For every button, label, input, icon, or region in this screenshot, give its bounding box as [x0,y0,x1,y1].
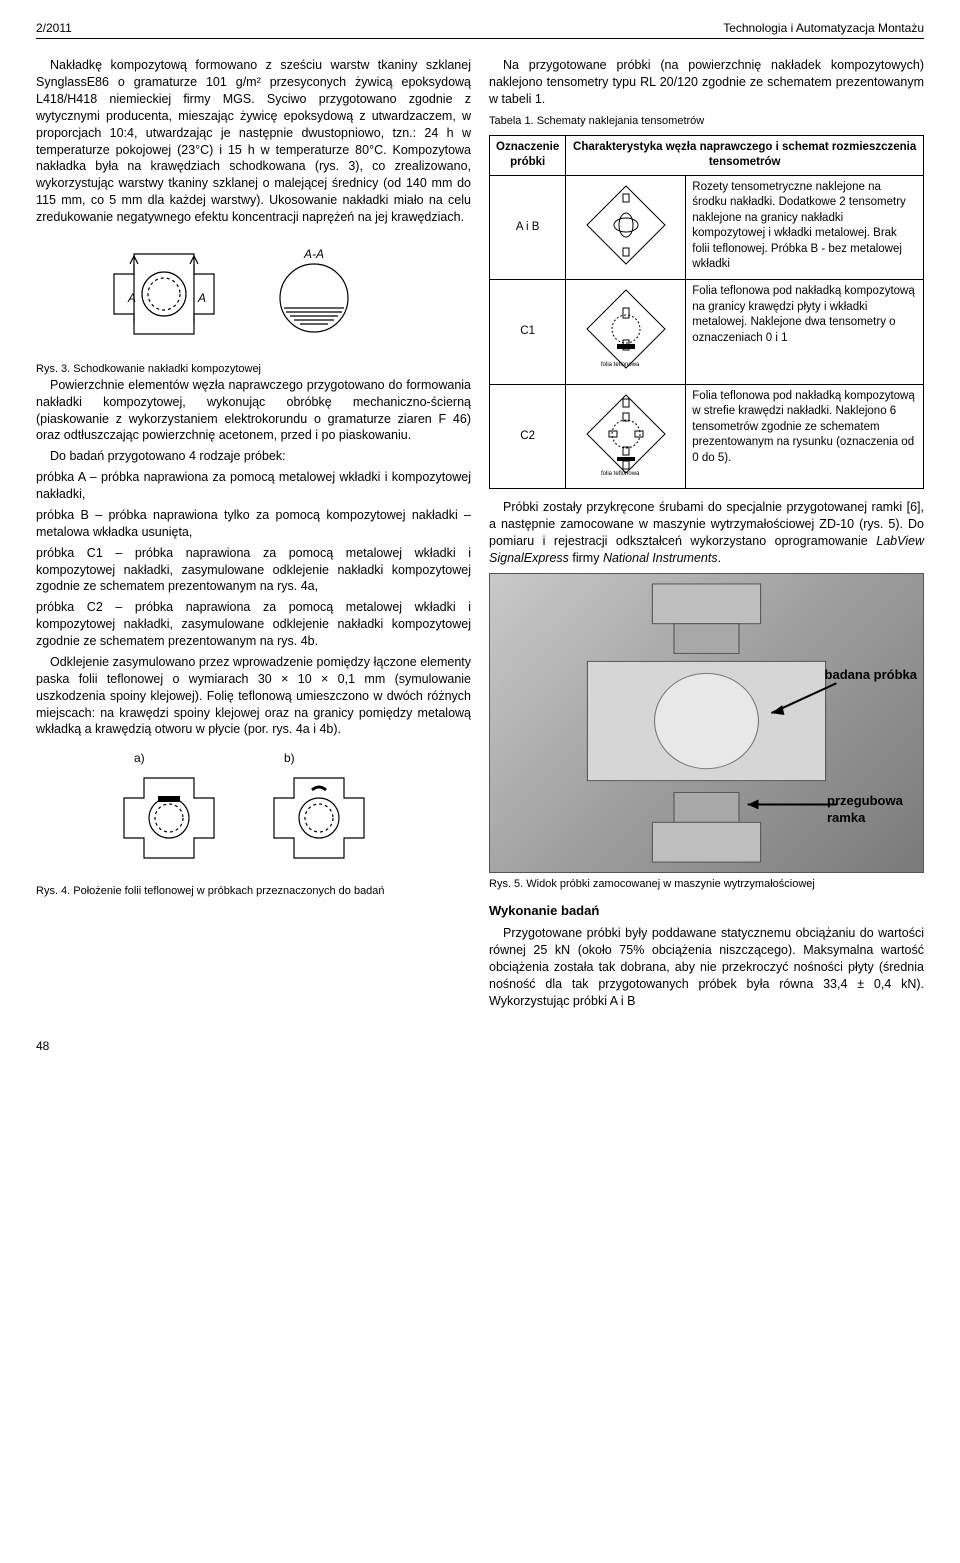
left-column: Nakładkę kompozytową formowano z sześciu… [36,57,471,1013]
row-id: A i B [490,175,566,280]
svg-text:A-A: A-A [303,247,324,261]
table1-caption: Tabela 1. Schematy naklejania tensometró… [489,114,924,129]
fig3-caption: Rys. 3. Schodkowanie nakładki kompozytow… [36,362,471,377]
table-row: A i B [490,175,924,280]
header-issue: 2/2011 [36,20,72,36]
row-id: C1 [490,280,566,385]
left-p2: Powierzchnie elementów węzła naprawczego… [36,377,471,445]
th-id: Oznaczenie próbki [490,135,566,175]
left-p6: próbka C1 – próbka naprawiona za pomocą … [36,545,471,596]
header-title: Technologia i Automatyzacja Montażu [723,20,924,36]
photo-label-bottom: przegubowa ramka [827,792,917,827]
right-p2: Próbki zostały przykręcone śrubami do sp… [489,499,924,567]
figure-4: a) b) [36,746,471,876]
row-desc: Folia teflonowa pod nakładką kompozytową… [686,384,924,489]
right-column: Na przygotowane próbki (na powierzchnię … [489,57,924,1013]
svg-text:A: A [127,291,136,305]
row-desc: Folia teflonowa pod nakładką kompozytową… [686,280,924,385]
fig4-a-label: a) [134,751,145,765]
row-diagram [566,175,686,280]
right-p3: Przygotowane próbki były poddawane staty… [489,925,924,1009]
table-row: C2 [490,384,924,489]
fig4-caption: Rys. 4. Położenie folii teflonowej w pró… [36,884,471,899]
row-diagram: folia teflonowa [566,280,686,385]
th-desc: Charakterystyka węzła naprawczego i sche… [566,135,924,175]
left-p7: próbka C2 – próbka naprawiona za pomocą … [36,599,471,650]
running-header: 2/2011 Technologia i Automatyzacja Monta… [36,20,924,39]
left-p8: Odklejenie zasymulowano przez wprowadzen… [36,654,471,738]
svg-text:folia teflonowa: folia teflonowa [601,362,640,368]
figure-3: A A A-A [36,234,471,354]
row-desc: Rozety tensometryczne naklejone na środk… [686,175,924,280]
svg-text:folia teflonowa: folia teflonowa [601,471,640,477]
table-row: C1 folia teflonowa [490,280,924,385]
row-id: C2 [490,384,566,489]
left-p5: próbka B – próbka naprawiona tylko za po… [36,507,471,541]
left-p1: Nakładkę kompozytową formowano z sześciu… [36,57,471,226]
left-p4: próbka A – próbka naprawiona za pomocą m… [36,469,471,503]
figure-5-photo: badana próbka przegubowa ramka [489,573,924,873]
svg-text:A: A [197,291,206,305]
page-number: 48 [36,1038,924,1054]
fig4-svg: a) b) [94,746,414,876]
fig4-b-label: b) [284,751,295,765]
left-p3: Do badań przygotowano 4 rodzaje próbek: [36,448,471,465]
fig3-svg: A A A-A [94,234,414,354]
right-p1: Na przygotowane próbki (na powierzchnię … [489,57,924,108]
fig5-caption: Rys. 5. Widok próbki zamocowanej w maszy… [489,877,924,892]
row-diagram: folia teflonowa [566,384,686,489]
subhead-wykonanie: Wykonanie badań [489,902,924,920]
photo-label-top: badana próbka [825,666,917,684]
table-1: Oznaczenie próbki Charakterystyka węzła … [489,135,924,490]
